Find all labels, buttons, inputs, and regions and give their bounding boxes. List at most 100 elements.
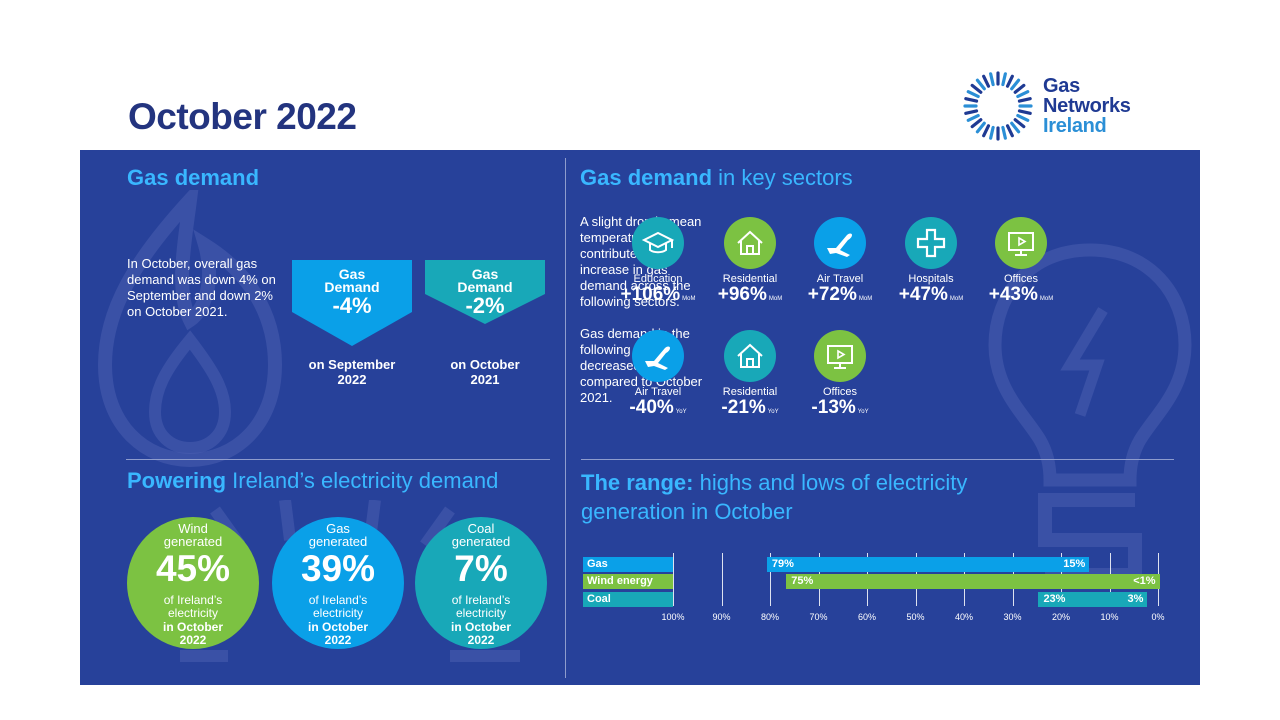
gas-demand-text: In October, overall gas demand was down … <box>127 256 276 319</box>
down-arrow-icon <box>292 260 412 346</box>
sector-label: Offices <box>1003 273 1039 285</box>
chart-tick-label: 20% <box>1051 612 1070 622</box>
sector-unit: MoM <box>1039 296 1054 302</box>
chart-tick-label: 80% <box>760 612 779 622</box>
sector-icon-circle <box>632 330 684 382</box>
sector-air-travel: Air Travel -40% YoY <box>613 330 703 422</box>
airplane-icon <box>827 233 852 257</box>
chart-tick-label: 70% <box>809 612 828 622</box>
sector-label: Residential <box>722 386 778 398</box>
chart-tick-label: 30% <box>1003 612 1022 622</box>
graduation-cap-icon <box>641 231 675 254</box>
house-icon <box>737 230 763 255</box>
bubble-bottom: in October 2022 <box>450 620 511 647</box>
chart-range-bar: 79% 15% <box>766 557 1090 572</box>
arrow-line2: Demand <box>457 279 513 295</box>
medical-cross-icon <box>916 228 946 258</box>
chart-high-label: 79% <box>771 558 794 570</box>
page-title: October 2022 <box>128 96 357 137</box>
sector-label: Air Travel <box>816 273 864 285</box>
flame-decoration-icon <box>97 190 283 468</box>
sector-value: -40% YoY <box>629 397 687 418</box>
bubble-bottom: in October 2022 <box>307 620 368 647</box>
infographic-panel: Gas demand In October, overall gas deman… <box>80 150 1200 685</box>
chart-tick-label: 50% <box>906 612 925 622</box>
sector-unit: MoM <box>682 296 696 302</box>
sector-unit: YoY <box>857 409 869 415</box>
sector-value: -13% YoY <box>811 397 869 418</box>
bubble-percent: 45% <box>155 548 231 589</box>
sector-unit: MoM <box>768 296 783 302</box>
logo-ring-icon <box>963 71 1033 141</box>
sector-hospitals: Hospitals +47% MoM <box>886 217 976 309</box>
chart-low-label: 15% <box>1063 558 1086 570</box>
sector-label: Air Travel <box>634 386 682 398</box>
coal-bubble: Coal generated 7% of Ireland’s electricity… <box>415 517 547 649</box>
bubble-top: Wind generated <box>163 521 223 549</box>
arrow-pct: -4% <box>332 293 372 318</box>
chart-high-label: 75% <box>791 575 814 587</box>
september-caption: on September 2022 <box>308 357 396 387</box>
gas-bubble: Gas generated 39% of Ireland’s electricity… <box>272 517 404 649</box>
sector-unit: YoY <box>767 409 779 415</box>
chart-gridline <box>673 553 674 606</box>
sector-offices: Offices +43% MoM <box>976 217 1066 309</box>
bubble-sub: of Ireland’s electricity <box>163 593 223 620</box>
logo-text-networks: Networks <box>1043 95 1131 117</box>
gas-demand-heading: Gas demand <box>127 165 260 190</box>
sector-icon-circle <box>724 330 776 382</box>
sector-icon-circle <box>632 217 684 269</box>
sector-value: +106% MoM <box>620 284 696 305</box>
down-arrow-icon <box>425 260 545 324</box>
chart-gridline <box>770 553 771 606</box>
sector-label: Residential <box>722 273 778 285</box>
chart-category-label: Gas <box>583 557 673 572</box>
monitor-icon <box>1008 232 1034 256</box>
sector-air-travel: Air Travel +72% MoM <box>795 217 885 309</box>
arrow-line1: Gas <box>338 266 366 282</box>
chart-low-label: 3% <box>1127 593 1144 605</box>
sector-label: Education <box>633 273 683 285</box>
sector-label: Offices <box>822 386 858 398</box>
airplane-icon <box>645 346 670 370</box>
sector-value: -21% YoY <box>721 397 779 418</box>
chart-tick-label: 10% <box>1100 612 1119 622</box>
september-demand-arrow: Gas Demand -4% <box>290 258 414 348</box>
powering-heading: Powering Ireland’s electricity demand <box>127 468 499 493</box>
arrow-line2: Demand <box>324 279 380 295</box>
bubble-sub: of Ireland’s electricity <box>308 593 368 620</box>
chart-category-label: Wind energy <box>583 574 673 589</box>
left-horizontal-divider <box>126 459 550 460</box>
range-heading: The range: highs and lows of electricity… <box>581 470 968 524</box>
sector-value: +47% MoM <box>898 284 964 305</box>
right-horizontal-divider <box>581 459 1174 460</box>
october-caption: on October 2021 <box>450 357 520 387</box>
house-icon <box>737 343 763 368</box>
sector-unit: MoM <box>858 296 873 302</box>
bubble-sub: of Ireland’s electricity <box>451 593 511 620</box>
sector-value: +96% MoM <box>717 284 783 305</box>
chart-range-bar: 75% <1% <box>786 574 1160 589</box>
sector-unit: YoY <box>675 409 687 415</box>
gas-networks-ireland-logo: Gas Networks Ireland <box>962 70 1162 141</box>
arrow-pct: -2% <box>465 293 505 318</box>
wind-bubble: Wind generated 45% of Ireland’s electricit… <box>127 517 259 649</box>
sector-icon-circle <box>814 330 866 382</box>
sector-value: +72% MoM <box>807 284 873 305</box>
sector-offices: Offices -13% YoY <box>795 330 885 422</box>
sector-icon-circle <box>995 217 1047 269</box>
sector-value: +43% MoM <box>988 284 1054 305</box>
sector-icon-circle <box>724 217 776 269</box>
chart-range-bar: 23% 3% <box>1038 592 1148 607</box>
bubble-top: Gas generated <box>308 521 368 549</box>
logo-text-ireland: Ireland <box>1043 115 1107 137</box>
logo-text-gas: Gas <box>1043 75 1080 97</box>
sector-residential: Residential +96% MoM <box>705 217 795 309</box>
chart-category-label: Coal <box>583 592 673 607</box>
chart-low-label: <1% <box>1133 575 1156 587</box>
bubble-bottom: in October 2022 <box>162 620 223 647</box>
vertical-divider <box>565 158 566 678</box>
chart-tick-label: 60% <box>857 612 876 622</box>
october-demand-arrow: Gas Demand -2% <box>423 258 547 348</box>
chart-tick-label: 100% <box>661 612 685 622</box>
